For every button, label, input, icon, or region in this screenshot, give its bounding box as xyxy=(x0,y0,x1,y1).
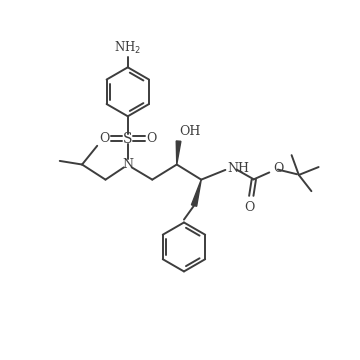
Text: S: S xyxy=(123,132,132,145)
Text: O: O xyxy=(99,132,109,145)
Text: NH$_2$: NH$_2$ xyxy=(114,40,141,56)
Polygon shape xyxy=(176,141,181,165)
Text: NH: NH xyxy=(227,162,249,175)
Text: O: O xyxy=(146,132,156,145)
Text: OH: OH xyxy=(179,125,201,138)
Polygon shape xyxy=(192,180,201,206)
Text: N: N xyxy=(122,158,133,171)
Text: O: O xyxy=(245,201,255,214)
Text: O: O xyxy=(273,162,284,175)
